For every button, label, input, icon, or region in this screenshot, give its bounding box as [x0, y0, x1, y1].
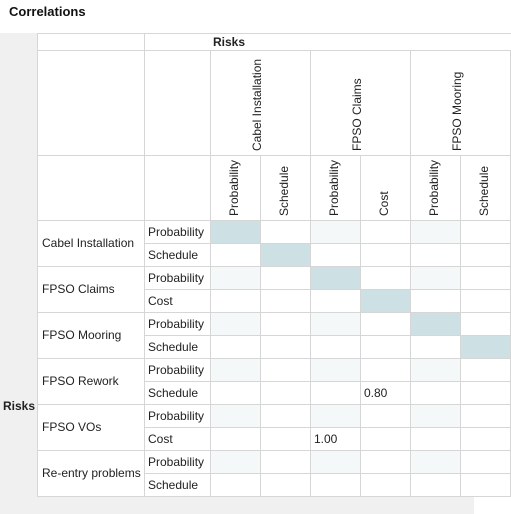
row-item-label: Probability: [148, 271, 205, 285]
grid-line: [37, 266, 511, 267]
matrix-cell-shade: [210, 450, 260, 473]
matrix-cell-shade: [310, 220, 360, 243]
grid-line: [37, 358, 511, 359]
grid-line: [37, 404, 511, 405]
grid-line: [144, 381, 511, 382]
correlation-value[interactable]: 1.00: [314, 432, 338, 446]
matrix-cell-shade: [310, 358, 360, 381]
row-risk-name: Re-entry problems: [42, 466, 141, 480]
grid-line: [37, 33, 38, 497]
row-item-label: Probability: [148, 317, 205, 331]
row-item-label: Probability: [148, 363, 205, 377]
column-risk-name: FPSO Claims: [350, 78, 364, 151]
diagonal-cell: [261, 244, 310, 266]
column-item-label: Cost: [377, 191, 391, 216]
grid-line: [37, 33, 511, 34]
grid-line: [310, 50, 311, 497]
row-item-label: Cost: [148, 432, 173, 446]
grid-line: [144, 427, 511, 428]
row-group-gutter: [0, 33, 37, 497]
column-group-header-band: [0, 497, 474, 514]
matrix-cell-shade: [310, 450, 360, 473]
grid-line: [210, 50, 211, 497]
column-item-label: Probability: [427, 159, 441, 216]
column-item-label: Probability: [227, 159, 241, 216]
row-item-label: Probability: [148, 409, 205, 423]
diagonal-cell: [361, 290, 410, 312]
diagonal-cell: [211, 221, 260, 243]
matrix-cell-shade: [410, 266, 460, 289]
grid-line: [360, 155, 361, 497]
grid-line: [144, 33, 145, 497]
row-risk-name: Cabel Installation: [42, 236, 135, 250]
matrix-cell-shade: [210, 312, 260, 335]
row-item-label: Cost: [148, 294, 173, 308]
row-risk-name: FPSO VOs: [42, 420, 102, 434]
matrix-cell-shade: [410, 450, 460, 473]
row-risk-name: FPSO Mooring: [42, 328, 122, 342]
grid-line: [410, 50, 411, 497]
matrix-cell-shade: [310, 404, 360, 427]
column-risk-name: FPSO Mooring: [450, 71, 464, 151]
grid-line: [37, 220, 511, 221]
row-item-label: Probability: [148, 225, 205, 239]
correlation-matrix: Risks Cabel Installation FPSO Claims FPSO M…: [0, 33, 511, 514]
grid-line: [460, 155, 461, 497]
row-item-label: Probability: [148, 455, 205, 469]
panel-title: Correlations: [9, 4, 86, 19]
matrix-cell-shade: [210, 266, 260, 289]
column-item-label: Schedule: [477, 165, 491, 216]
grid-line: [144, 473, 511, 474]
matrix-cell-shade: [310, 312, 360, 335]
row-item-label: Schedule: [148, 248, 199, 262]
matrix-cell-shade: [410, 220, 460, 243]
column-risk-name: Cabel Installation: [250, 58, 264, 151]
grid-line: [144, 243, 511, 244]
row-item-label: Schedule: [148, 478, 199, 492]
column-item-label: Schedule: [277, 165, 291, 216]
diagonal-cell: [461, 336, 510, 358]
grid-line: [144, 335, 511, 336]
column-item-label: Probability: [327, 159, 341, 216]
row-risk-name: FPSO Claims: [42, 282, 115, 296]
matrix-cell-shade: [410, 404, 460, 427]
row-risk-name: FPSO Rework: [42, 374, 119, 388]
matrix-cell-shade: [210, 358, 260, 381]
grid-line: [37, 450, 511, 451]
grid-line: [260, 155, 261, 497]
grid-line: [144, 289, 511, 290]
row-item-label: Schedule: [148, 340, 199, 354]
matrix-cell-shade: [210, 404, 260, 427]
diagonal-cell: [411, 313, 460, 335]
matrix-cell-shade: [410, 358, 460, 381]
column-group-label: Risks: [213, 35, 246, 49]
grid-line: [37, 312, 511, 313]
correlation-value[interactable]: 0.80: [364, 386, 388, 400]
row-item-label: Schedule: [148, 386, 199, 400]
row-group-label: Risks: [3, 399, 36, 413]
grid-line: [37, 50, 511, 51]
grid-line: [37, 155, 511, 156]
diagonal-cell: [311, 267, 360, 289]
